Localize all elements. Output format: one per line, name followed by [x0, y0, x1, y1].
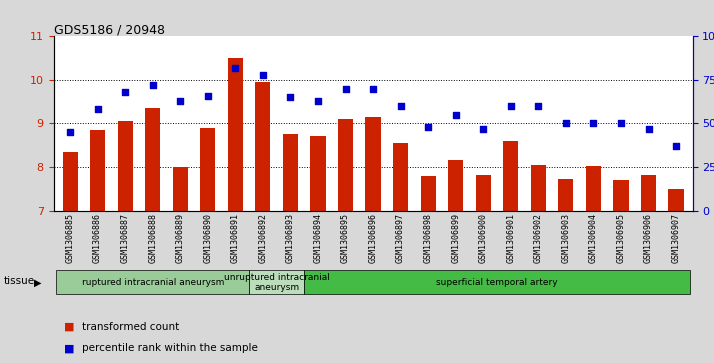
Bar — [145, 108, 160, 211]
Text: GSM1306889: GSM1306889 — [176, 213, 185, 263]
Bar — [531, 165, 546, 211]
Point — [615, 121, 627, 126]
Bar — [338, 119, 353, 211]
Point — [64, 129, 76, 135]
Bar — [283, 134, 298, 211]
Bar — [311, 136, 326, 211]
Bar — [421, 176, 436, 211]
Point — [395, 103, 406, 109]
Point — [202, 93, 213, 98]
Text: GSM1306899: GSM1306899 — [451, 213, 461, 263]
Text: GSM1306895: GSM1306895 — [341, 213, 350, 263]
Bar — [613, 180, 628, 211]
Bar — [476, 175, 491, 211]
FancyBboxPatch shape — [56, 270, 249, 294]
Point — [285, 94, 296, 100]
Text: GSM1306906: GSM1306906 — [644, 213, 653, 263]
Point — [312, 98, 323, 104]
Text: transformed count: transformed count — [82, 322, 179, 332]
Point — [588, 121, 599, 126]
Text: GSM1306890: GSM1306890 — [203, 213, 212, 263]
Point — [340, 86, 351, 91]
Bar — [448, 160, 463, 211]
Bar — [393, 143, 408, 211]
Point — [92, 107, 104, 113]
Text: GSM1306893: GSM1306893 — [286, 213, 295, 263]
Text: GSM1306900: GSM1306900 — [479, 213, 488, 263]
Text: GSM1306887: GSM1306887 — [121, 213, 130, 263]
Point — [367, 86, 378, 91]
Point — [533, 103, 544, 109]
Bar — [228, 58, 243, 211]
Point — [643, 126, 654, 131]
Bar — [118, 121, 133, 211]
Bar — [200, 128, 216, 211]
Text: GSM1306898: GSM1306898 — [423, 213, 433, 263]
Point — [478, 126, 489, 131]
FancyBboxPatch shape — [249, 270, 304, 294]
Bar — [586, 166, 601, 211]
Text: GSM1306894: GSM1306894 — [313, 213, 323, 263]
Text: GDS5186 / 20948: GDS5186 / 20948 — [54, 24, 164, 37]
Bar — [668, 189, 683, 211]
Text: tissue: tissue — [4, 276, 35, 286]
Bar — [63, 152, 78, 211]
Text: GSM1306902: GSM1306902 — [534, 213, 543, 263]
Point — [505, 103, 516, 109]
Bar — [366, 117, 381, 211]
Text: superficial temporal artery: superficial temporal artery — [436, 278, 558, 287]
Text: percentile rank within the sample: percentile rank within the sample — [82, 343, 258, 354]
Text: GSM1306905: GSM1306905 — [616, 213, 625, 263]
Point — [119, 89, 131, 95]
Bar — [558, 179, 573, 211]
Text: unruptured intracranial
aneurysm: unruptured intracranial aneurysm — [223, 273, 330, 292]
Text: ▶: ▶ — [34, 277, 42, 287]
Text: GSM1306886: GSM1306886 — [93, 213, 102, 263]
Point — [230, 65, 241, 70]
Point — [560, 121, 572, 126]
Text: ■: ■ — [64, 322, 75, 332]
FancyBboxPatch shape — [304, 270, 690, 294]
Text: GSM1306897: GSM1306897 — [396, 213, 405, 263]
Bar — [256, 82, 271, 211]
Point — [257, 72, 268, 78]
Text: GSM1306885: GSM1306885 — [66, 213, 74, 263]
Bar — [503, 141, 518, 211]
Bar — [173, 167, 188, 211]
Text: GSM1306891: GSM1306891 — [231, 213, 240, 263]
Point — [174, 98, 186, 104]
Text: GSM1306904: GSM1306904 — [589, 213, 598, 263]
Bar — [641, 175, 656, 211]
Point — [450, 112, 461, 118]
Text: GSM1306903: GSM1306903 — [561, 213, 570, 263]
Text: GSM1306896: GSM1306896 — [368, 213, 378, 263]
Point — [670, 143, 682, 149]
Text: ruptured intracranial aneurysm: ruptured intracranial aneurysm — [81, 278, 224, 287]
Text: GSM1306901: GSM1306901 — [506, 213, 516, 263]
Bar — [90, 130, 105, 211]
Text: GSM1306907: GSM1306907 — [672, 213, 680, 263]
Point — [147, 82, 159, 88]
Text: GSM1306888: GSM1306888 — [149, 213, 157, 263]
Text: ■: ■ — [64, 343, 75, 354]
Text: GSM1306892: GSM1306892 — [258, 213, 267, 263]
Point — [423, 124, 434, 130]
